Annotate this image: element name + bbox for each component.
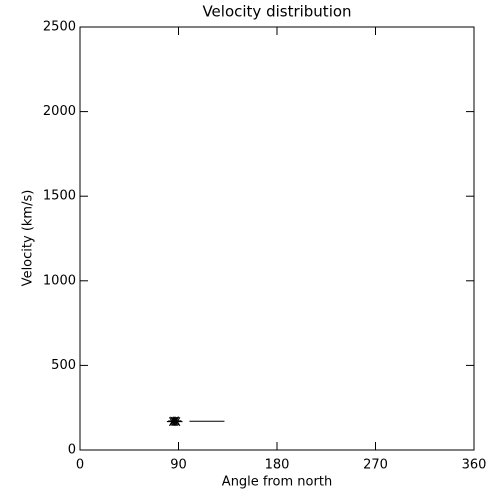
- y-tick-label: 2000: [43, 104, 76, 119]
- y-tick-label: 1500: [43, 189, 76, 204]
- x-tick-label: 360: [462, 458, 487, 473]
- y-tick-label: 1000: [43, 273, 76, 288]
- y-tick-label: 2500: [43, 20, 76, 35]
- x-tick-label: 0: [76, 458, 84, 473]
- x-tick-label: 270: [363, 458, 388, 473]
- asterisk-point: [172, 416, 183, 427]
- x-tick-label: 90: [170, 458, 187, 473]
- x-axis-label: Angle from north: [222, 475, 332, 490]
- y-tick-label: 500: [51, 358, 76, 373]
- y-axis-label: Velocity (km/s): [21, 190, 36, 287]
- x-tick-label: 180: [265, 458, 290, 473]
- asterisk-point: [171, 416, 182, 426]
- y-tick-label: 0: [68, 443, 76, 458]
- chart-title: Velocity distribution: [202, 3, 351, 21]
